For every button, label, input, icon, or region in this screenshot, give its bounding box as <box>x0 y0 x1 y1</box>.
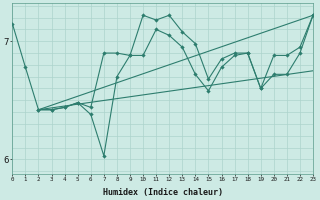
X-axis label: Humidex (Indice chaleur): Humidex (Indice chaleur) <box>103 188 223 197</box>
